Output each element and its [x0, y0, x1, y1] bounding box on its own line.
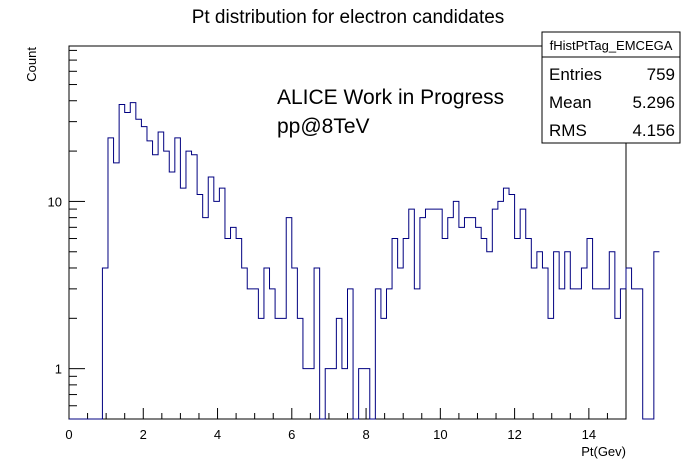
annotation-alice: ALICE Work in Progress [277, 86, 504, 109]
stats-box-frame [541, 31, 681, 144]
x-axis-label: Pt(Gev) [581, 444, 626, 459]
y-tick-label: 10 [48, 194, 62, 209]
stats-box-name: fHistPtTag_EMCEGA [550, 38, 673, 53]
y-tick-label: 1 [55, 362, 62, 377]
x-tick-label: 2 [140, 427, 147, 442]
stat-rms-label: RMS [549, 121, 587, 140]
x-tick-label: 4 [214, 427, 221, 442]
x-tick-label: 0 [65, 427, 72, 442]
x-tick-label: 6 [288, 427, 295, 442]
annotation-energy: pp@8TeV [277, 115, 370, 138]
x-tick-label: 14 [582, 427, 596, 442]
y-axis-label: Count [24, 47, 39, 82]
x-axis-ticks: 0 2 4 6 8 10 12 14 [65, 408, 627, 442]
x-tick-label: 10 [433, 427, 447, 442]
stat-mean-label: Mean [549, 93, 592, 112]
y-axis-ticks: 1 10 [48, 49, 85, 420]
histogram-series-line [69, 102, 660, 420]
stat-entries-label: Entries [549, 65, 602, 84]
stat-rms-value: 4.156 [632, 121, 675, 140]
chart-title: Pt distribution for electron candidates [192, 7, 505, 28]
stat-mean-value: 5.296 [632, 93, 675, 112]
x-tick-label: 12 [507, 427, 521, 442]
stats-box: fHistPtTag_EMCEGA Entries 759 Mean 5.296… [541, 31, 681, 144]
x-tick-label: 8 [362, 427, 369, 442]
stat-entries-value: 759 [647, 65, 675, 84]
